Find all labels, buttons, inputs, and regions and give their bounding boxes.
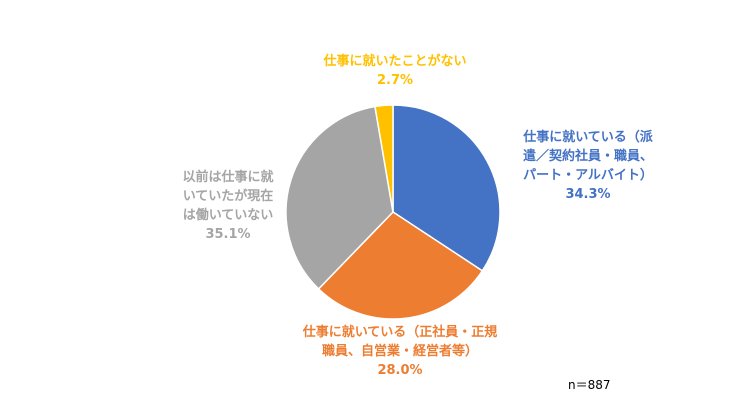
label-line: は働いていない xyxy=(182,208,274,223)
label-line: 仕事に就いている（派 xyxy=(523,130,653,145)
slice-label-previously-worked: 以前は仕事に就 いていたが現在 は働いていない 35.1% xyxy=(168,168,288,244)
slice-value: 2.7% xyxy=(376,73,414,88)
slice-label-dispatch-parttime: 仕事に就いている（派 遣／契約社員・職員、 パート・アルバイト） 34.3% xyxy=(508,128,668,204)
label-line: 仕事に就いている（正社員・正規 xyxy=(302,325,498,340)
sample-size-note: n＝887 xyxy=(568,378,611,392)
slice-value: 34.3% xyxy=(565,187,611,202)
label-line: 仕事に就いたことがない xyxy=(323,54,467,69)
slice-value: 35.1% xyxy=(205,227,251,242)
label-line: いていたが現在 xyxy=(182,189,274,204)
label-line: 職員、自営業・経営者等） xyxy=(321,344,478,359)
slice-value: 28.0% xyxy=(377,363,423,378)
slice-regular-employee xyxy=(317,211,484,320)
label-line: 遣／契約社員・職員、 xyxy=(522,149,653,164)
slice-never-worked xyxy=(374,104,394,213)
slice-previously-worked xyxy=(285,105,394,290)
slice-label-never-worked: 仕事に就いたことがない 2.7% xyxy=(305,52,485,90)
label-line: パート・アルバイト） xyxy=(523,168,653,183)
label-line: 以前は仕事に就 xyxy=(182,170,274,185)
slice-label-regular-employee: 仕事に就いている（正社員・正規 職員、自営業・経営者等） 28.0% xyxy=(290,323,510,380)
